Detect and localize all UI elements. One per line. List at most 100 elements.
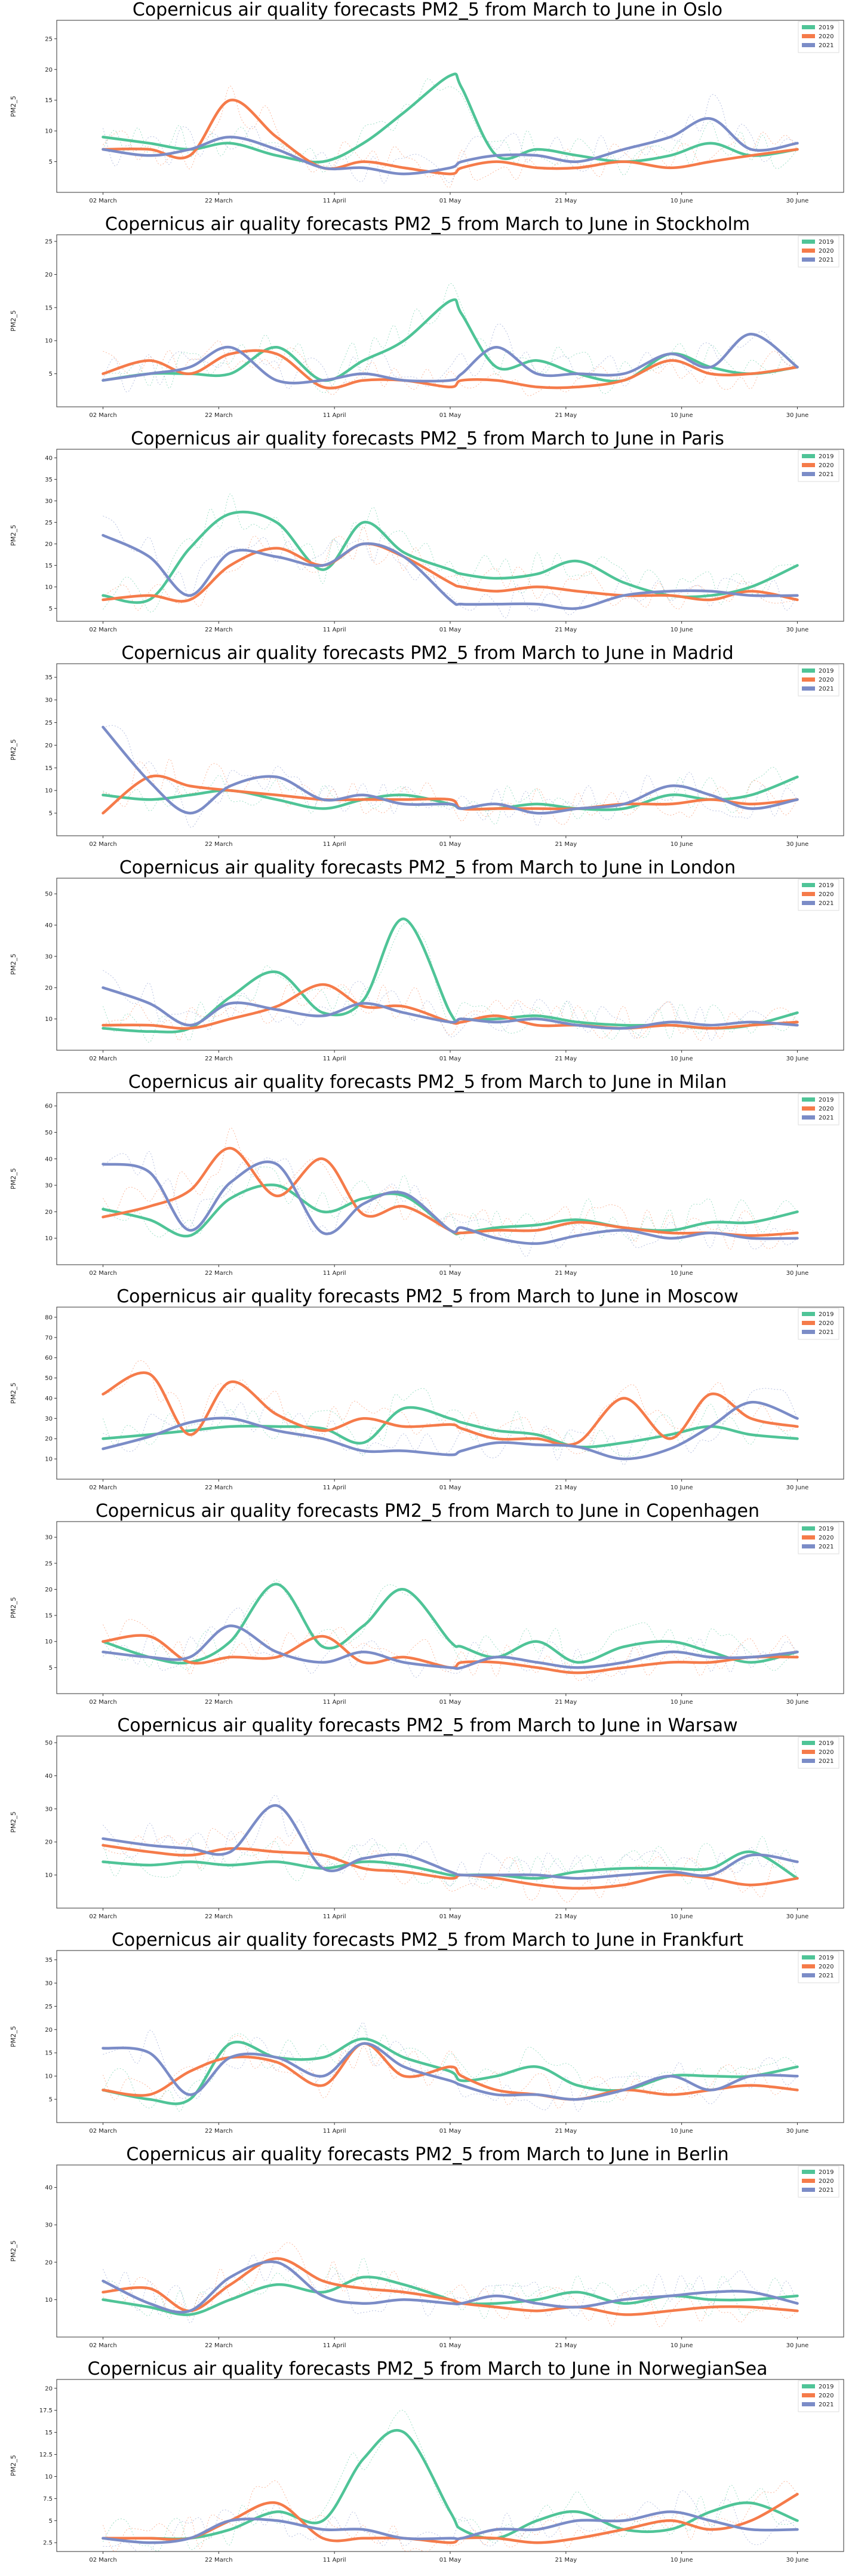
legend-swatch-2019: [802, 2170, 815, 2174]
x-tick-label: 02 March: [89, 1270, 116, 1277]
chart-panel: Copernicus air quality forecasts PM2_5 f…: [0, 1930, 855, 2145]
chart-title: Copernicus air quality forecasts PM2_5 f…: [133, 0, 722, 20]
legend-swatch-2020: [802, 2179, 815, 2183]
series-line-2021: [102, 1804, 799, 1880]
series-line-2020: [102, 1844, 799, 1890]
x-tick-label: 10 June: [671, 198, 693, 204]
y-axis-label: PM2_5: [10, 1168, 17, 1189]
x-tick-label: 22 March: [205, 1485, 232, 1491]
y-tick-label: 20: [45, 2027, 53, 2034]
y-tick-label: 25: [45, 520, 53, 526]
y-tick-label: 12.5: [39, 2452, 53, 2458]
y-axis-label: PM2_5: [10, 739, 17, 760]
x-tick-label: 30 June: [786, 1056, 809, 1062]
legend-swatch-2019: [802, 240, 815, 244]
legend-label: 2021: [819, 42, 834, 49]
chart-title: Copernicus air quality forecasts PM2_5 f…: [105, 214, 750, 235]
y-axis-label: PM2_5: [10, 2240, 17, 2262]
y-tick-label: 30: [45, 2222, 53, 2229]
y-tick-label: 17.5: [39, 2408, 53, 2414]
series-line-2021: [102, 533, 799, 611]
chart-svg: Copernicus air quality forecasts PM2_5 f…: [10, 1501, 844, 1706]
legend-label: 2021: [819, 1973, 834, 1979]
series-line-2019: [102, 72, 799, 164]
y-tick-label: 5: [49, 606, 53, 612]
legend-swatch-2021: [802, 472, 815, 476]
y-axis-label: PM2_5: [10, 2026, 17, 2047]
y-axis-label: PM2_5: [10, 1382, 17, 1404]
series-line-2019: [102, 2428, 799, 2541]
x-tick-label: 30 June: [786, 2342, 809, 2349]
chart-title: Copernicus air quality forecasts PM2_5 f…: [126, 2145, 728, 2165]
chart-svg: Copernicus air quality forecasts PM2_5 f…: [10, 429, 844, 633]
x-tick-label: 21 May: [555, 2342, 577, 2349]
x-tick-label: 01 May: [439, 1270, 462, 1277]
series-raw-2020: [103, 984, 798, 1041]
y-tick-label: 20: [45, 2385, 53, 2392]
x-tick-label: 11 April: [323, 1485, 346, 1491]
series-line-2019: [102, 298, 799, 383]
series-line-2019: [102, 917, 799, 1034]
legend-swatch-2021: [802, 1973, 815, 1977]
series-group: [102, 1360, 799, 1465]
chart-svg: Copernicus air quality forecasts PM2_5 f…: [10, 1287, 844, 1491]
series-group: [102, 493, 799, 618]
chart-panel: Copernicus air quality forecasts PM2_5 f…: [0, 429, 855, 643]
x-tick-label: 02 March: [89, 1485, 116, 1491]
x-tick-label: 21 May: [555, 412, 577, 419]
y-tick-label: 7.5: [43, 2496, 53, 2503]
y-tick-label: 25: [45, 1560, 53, 1567]
legend-swatch-2019: [802, 454, 815, 458]
legend-label: 2020: [819, 2178, 834, 2185]
x-tick-label: 30 June: [786, 2557, 809, 2563]
series-group: [102, 283, 799, 396]
x-tick-label: 22 March: [205, 1270, 232, 1277]
series-raw-2021: [103, 725, 798, 828]
y-tick-label: 5: [49, 2097, 53, 2103]
x-tick-label: 11 April: [323, 2342, 346, 2349]
legend-label: 2020: [819, 462, 834, 469]
x-tick-label: 30 June: [786, 2128, 809, 2135]
series-line-2020: [102, 774, 799, 815]
legend-swatch-2019: [802, 1312, 815, 1316]
series-line-2019: [102, 1406, 799, 1449]
x-tick-label: 01 May: [439, 2128, 462, 2135]
x-tick-label: 01 May: [439, 627, 462, 633]
y-tick-label: 5: [49, 2518, 53, 2525]
legend-label: 2021: [819, 2402, 834, 2408]
legend-label: 2019: [819, 2384, 834, 2390]
chart-svg: Copernicus air quality forecasts PM2_5 f…: [10, 214, 844, 419]
x-tick-label: 11 April: [323, 841, 346, 848]
y-tick-label: 20: [45, 1436, 53, 1443]
series-raw-2021: [103, 1151, 798, 1257]
chart-title: Copernicus air quality forecasts PM2_5 f…: [121, 643, 733, 664]
legend-label: 2021: [819, 1544, 834, 1550]
legend-label: 2021: [819, 1758, 834, 1765]
series-raw-2019: [103, 1388, 798, 1457]
legend-label: 2020: [819, 248, 834, 254]
y-tick-label: 10: [45, 2297, 53, 2304]
legend-label: 2019: [819, 668, 834, 674]
plot-frame: [56, 1092, 844, 1265]
chart-title: Copernicus air quality forecasts PM2_5 f…: [117, 1716, 737, 1736]
legend-swatch-2019: [802, 25, 815, 29]
x-tick-label: 02 March: [89, 2342, 116, 2349]
series-line-2021: [102, 986, 799, 1030]
legend-label: 2019: [819, 453, 834, 460]
x-tick-label: 30 June: [786, 198, 809, 204]
x-tick-label: 02 March: [89, 412, 116, 419]
y-tick-label: 2.5: [43, 2540, 53, 2547]
x-tick-label: 21 May: [555, 841, 577, 848]
x-tick-label: 01 May: [439, 2342, 462, 2349]
y-tick-label: 40: [45, 455, 53, 462]
chart-title: Copernicus air quality forecasts PM2_5 f…: [128, 1072, 727, 1093]
y-tick-label: 10: [45, 1639, 53, 1645]
legend-label: 2020: [819, 677, 834, 683]
legend-swatch-2021: [802, 686, 815, 691]
y-tick-label: 15: [45, 765, 53, 772]
chart-panel: Copernicus air quality forecasts PM2_5 f…: [0, 2145, 855, 2359]
series-line-2021: [102, 2042, 799, 2101]
legend-label: 2020: [819, 891, 834, 898]
series-raw-2021: [103, 2254, 798, 2323]
x-tick-label: 22 March: [205, 1056, 232, 1062]
